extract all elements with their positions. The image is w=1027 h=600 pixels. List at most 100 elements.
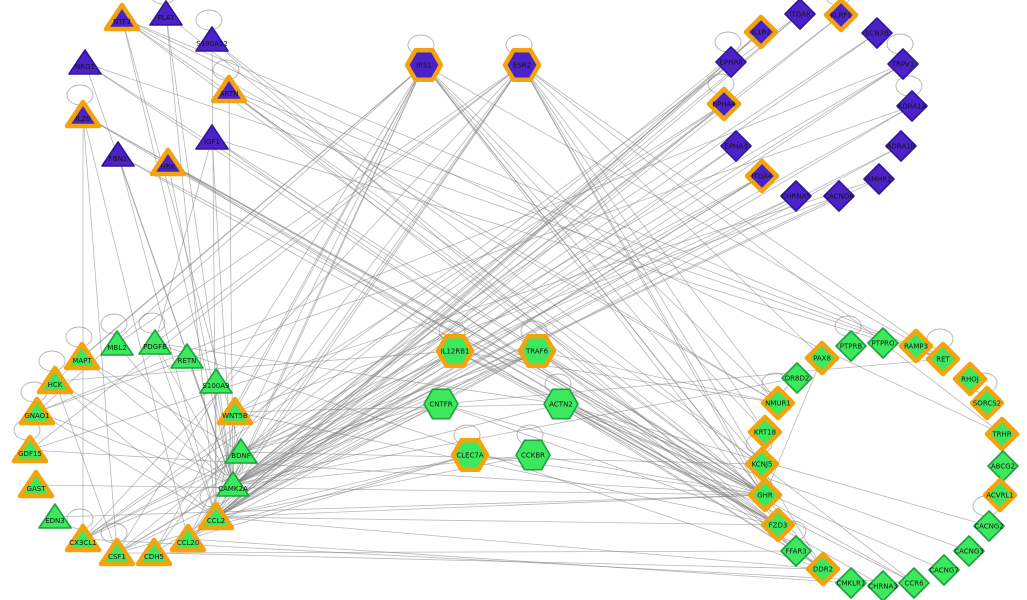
node-RET[interactable]: RET: [925, 341, 961, 377]
edge[interactable]: [228, 89, 779, 526]
self-loop-edge[interactable]: [66, 508, 94, 530]
edge[interactable]: [165, 13, 217, 518]
node-IRS1[interactable]: IRS1: [404, 48, 444, 82]
node-CACNG7[interactable]: CACNG7: [928, 554, 960, 586]
edge[interactable]: [423, 64, 779, 526]
edge[interactable]: [82, 175, 763, 540]
edge[interactable]: [82, 114, 189, 540]
node-GDF15[interactable]: GDF15: [11, 434, 49, 464]
node-NTF3[interactable]: NTF3: [103, 2, 141, 32]
edge[interactable]: [82, 13, 801, 540]
edge[interactable]: [153, 64, 523, 554]
node-CMKLR1[interactable]: CMKLR1: [835, 567, 867, 599]
edge[interactable]: [187, 350, 456, 540]
edge[interactable]: [84, 62, 944, 360]
edge[interactable]: [232, 13, 801, 486]
node-S100A12[interactable]: S100A12: [195, 26, 229, 52]
edge[interactable]: [215, 350, 538, 518]
edge[interactable]: [211, 137, 234, 486]
edge[interactable]: [240, 350, 538, 453]
edge[interactable]: [440, 403, 766, 496]
node-FBN1[interactable]: FBN1: [101, 141, 135, 167]
edge[interactable]: [521, 64, 779, 526]
node-IL12RB1[interactable]: IL12RB1: [435, 334, 475, 368]
edge[interactable]: [154, 342, 217, 518]
node-RHOJ[interactable]: RHOJ: [952, 361, 988, 397]
node-GAST[interactable]: GAST: [17, 469, 55, 499]
edge[interactable]: [154, 64, 523, 344]
edge[interactable]: [121, 17, 1003, 435]
edge[interactable]: [232, 63, 904, 486]
edge[interactable]: [116, 350, 538, 554]
edge[interactable]: [232, 403, 562, 486]
node-CHRNA5[interactable]: CHRNA5: [780, 180, 812, 212]
edge[interactable]: [454, 350, 766, 496]
edge[interactable]: [560, 403, 779, 526]
node-CCR6[interactable]: CCR6: [898, 567, 930, 599]
edge[interactable]: [154, 342, 562, 405]
node-CX3CL1[interactable]: CX3CL1: [64, 523, 102, 553]
edge[interactable]: [215, 494, 766, 518]
edge[interactable]: [228, 89, 766, 496]
edge[interactable]: [82, 350, 538, 540]
node-S100A9[interactable]: S100A9: [199, 368, 233, 394]
edge[interactable]: [240, 32, 878, 453]
edge[interactable]: [82, 114, 118, 554]
node-TRHR[interactable]: TRHR: [984, 416, 1020, 452]
node-ABCG2[interactable]: ABCG2: [987, 450, 1019, 482]
node-EPHA4[interactable]: EPHA4: [706, 86, 742, 122]
node-FZD3[interactable]: FZD3: [760, 507, 796, 543]
edge[interactable]: [116, 350, 456, 554]
self-loop-edge[interactable]: [150, 0, 176, 5]
node-NRG1[interactable]: NRG1: [68, 49, 102, 75]
edge[interactable]: [211, 137, 944, 360]
edge[interactable]: [228, 89, 779, 404]
node-CNTFR[interactable]: CNTFR: [423, 388, 459, 420]
node-RAMP3[interactable]: RAMP3: [898, 328, 934, 364]
edge[interactable]: [117, 154, 217, 518]
node-ESR2[interactable]: ESR2: [502, 48, 542, 82]
edge[interactable]: [153, 64, 425, 554]
node-EDN3[interactable]: EDN3: [38, 503, 72, 529]
edge[interactable]: [153, 552, 824, 570]
edge[interactable]: [81, 356, 242, 453]
node-ACTN2[interactable]: ACTN2: [543, 388, 579, 420]
edge[interactable]: [536, 350, 766, 496]
edge[interactable]: [215, 145, 902, 518]
edge[interactable]: [116, 64, 425, 554]
edge[interactable]: [232, 350, 538, 486]
self-loop-edge[interactable]: [38, 350, 66, 372]
node-KRT18[interactable]: KRT18: [747, 414, 783, 450]
edge[interactable]: [36, 411, 217, 518]
edge[interactable]: [234, 103, 725, 413]
edge[interactable]: [423, 64, 944, 360]
self-loop-edge[interactable]: [195, 9, 223, 31]
edge[interactable]: [560, 403, 945, 571]
edge[interactable]: [232, 195, 797, 486]
node-GHR[interactable]: GHR: [747, 477, 783, 513]
edge[interactable]: [54, 494, 766, 518]
node-AMHR2[interactable]: AMHR2: [863, 163, 895, 195]
edge[interactable]: [117, 154, 234, 486]
node-ADRA1A[interactable]: ADRA1A: [896, 90, 928, 122]
edge[interactable]: [234, 195, 840, 413]
edge[interactable]: [215, 105, 913, 518]
edge[interactable]: [240, 63, 904, 453]
edge[interactable]: [29, 449, 766, 496]
self-loop-edge[interactable]: [138, 312, 166, 334]
node-OR8D2[interactable]: OR8D2: [781, 362, 813, 394]
self-loop-edge[interactable]: [66, 84, 94, 106]
edge[interactable]: [81, 64, 425, 358]
edge[interactable]: [454, 350, 915, 584]
edge[interactable]: [187, 350, 538, 540]
edge[interactable]: [536, 350, 779, 404]
edge[interactable]: [29, 178, 880, 451]
node-MBL2[interactable]: MBL2: [100, 330, 134, 356]
edge[interactable]: [215, 64, 425, 518]
edge[interactable]: [211, 39, 915, 584]
edge[interactable]: [82, 64, 523, 540]
edge[interactable]: [521, 64, 779, 404]
edge[interactable]: [54, 350, 456, 382]
edge[interactable]: [81, 356, 234, 486]
